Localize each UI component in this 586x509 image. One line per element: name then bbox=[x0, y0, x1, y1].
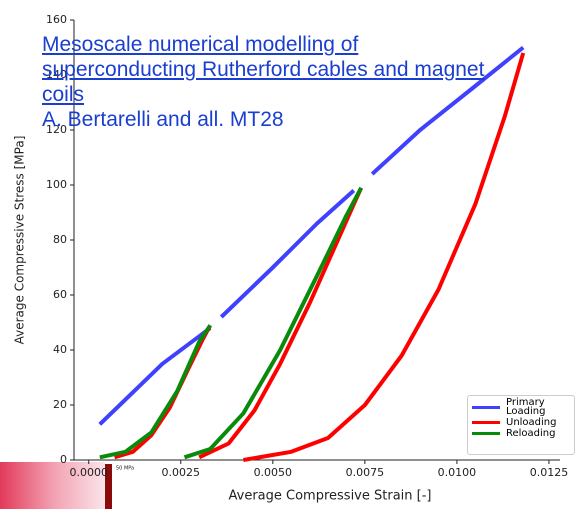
legend: Primary Loading Unloading Reloading bbox=[467, 395, 575, 455]
y-tick-label: 0 bbox=[60, 453, 67, 466]
y-tick-label: 120 bbox=[46, 123, 67, 136]
x-tick-label: 0.0125 bbox=[530, 466, 569, 479]
legend-label: Unloading bbox=[506, 417, 557, 428]
legend-item: Unloading bbox=[472, 417, 570, 428]
legend-label: Primary Loading bbox=[506, 397, 546, 417]
overlay: Mesoscale numerical modelling of superco… bbox=[42, 32, 512, 132]
y-tick-label: 40 bbox=[53, 343, 67, 356]
x-axis-label: Average Compressive Strain [-] bbox=[229, 489, 432, 504]
y-tick-label: 60 bbox=[53, 288, 67, 301]
y-axis-label: Average Compressive Stress [MPa] bbox=[13, 136, 27, 345]
x-tick-label: 0.0100 bbox=[438, 466, 477, 479]
y-tick-label: 160 bbox=[46, 13, 67, 26]
inset-image bbox=[0, 462, 105, 509]
x-tick-label: 0.0025 bbox=[162, 466, 201, 479]
legend-label: Reloading bbox=[506, 428, 556, 439]
y-tick-label: 100 bbox=[46, 178, 67, 191]
y-tick-label: 20 bbox=[53, 398, 67, 411]
series-line bbox=[99, 186, 363, 460]
author-text: A. Bertarelli and all. MT28 bbox=[42, 108, 284, 131]
y-tick-label: 80 bbox=[53, 233, 67, 246]
legend-swatch bbox=[472, 421, 500, 424]
legend-swatch bbox=[472, 405, 500, 409]
x-tick-label: 0.0000 bbox=[69, 466, 108, 479]
y-tick-label: 140 bbox=[46, 68, 67, 81]
paper-link[interactable]: Mesoscale numerical modelling of superco… bbox=[42, 33, 485, 106]
inset-label: 50 MPa bbox=[116, 466, 134, 472]
legend-swatch bbox=[472, 432, 500, 435]
legend-item: Reloading bbox=[472, 428, 570, 439]
x-tick-label: 0.0050 bbox=[254, 466, 293, 479]
x-tick-label: 0.0075 bbox=[346, 466, 385, 479]
legend-item: Primary Loading bbox=[472, 397, 570, 417]
inset-colorbar bbox=[105, 464, 112, 509]
